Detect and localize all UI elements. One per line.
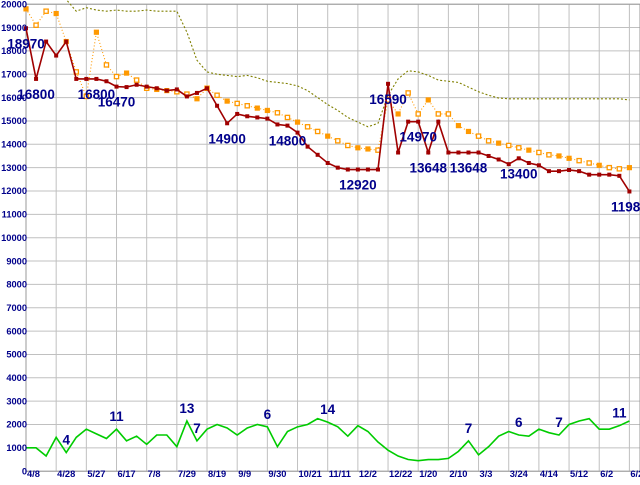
svg-text:12920: 12920 [339, 178, 377, 193]
svg-text:7: 7 [465, 421, 473, 436]
svg-text:12/2: 12/2 [359, 469, 377, 479]
svg-text:7: 7 [555, 415, 563, 430]
svg-text:7/29: 7/29 [178, 469, 196, 479]
svg-text:6000: 6000 [6, 326, 27, 336]
svg-text:20000: 20000 [1, 0, 27, 9]
svg-text:1/20: 1/20 [419, 469, 437, 479]
svg-text:13400: 13400 [500, 166, 538, 181]
svg-text:11000: 11000 [2, 210, 27, 220]
svg-text:17000: 17000 [1, 69, 27, 79]
svg-text:5/27: 5/27 [87, 469, 105, 479]
svg-text:14800: 14800 [269, 134, 307, 149]
svg-text:6/2: 6/2 [600, 469, 613, 479]
svg-text:6: 6 [515, 415, 523, 430]
svg-text:10000: 10000 [1, 233, 27, 243]
svg-text:16800: 16800 [17, 87, 55, 102]
svg-text:1000: 1000 [6, 443, 27, 453]
svg-text:4/28: 4/28 [57, 469, 75, 479]
svg-text:4/8: 4/8 [27, 469, 40, 479]
svg-text:8000: 8000 [6, 280, 27, 290]
svg-text:14900: 14900 [208, 131, 246, 146]
svg-text:3/3: 3/3 [480, 469, 493, 479]
svg-text:14970: 14970 [399, 130, 437, 145]
svg-text:11/11: 11/11 [329, 469, 351, 479]
svg-text:13: 13 [179, 401, 195, 416]
svg-text:16590: 16590 [369, 92, 407, 107]
svg-text:3/24: 3/24 [510, 469, 529, 479]
svg-text:18970: 18970 [7, 36, 45, 51]
svg-text:7000: 7000 [6, 303, 27, 313]
svg-text:4: 4 [62, 433, 70, 448]
svg-text:13000: 13000 [1, 163, 27, 173]
svg-text:7/8: 7/8 [148, 469, 161, 479]
svg-text:14000: 14000 [1, 140, 27, 150]
svg-text:9000: 9000 [6, 256, 27, 266]
svg-text:4000: 4000 [6, 373, 27, 383]
svg-text:15000: 15000 [1, 116, 27, 126]
svg-text:9/30: 9/30 [268, 469, 286, 479]
svg-text:6/23: 6/23 [630, 469, 640, 479]
svg-text:9/9: 9/9 [238, 469, 251, 479]
svg-text:4/14: 4/14 [540, 469, 559, 479]
svg-text:11: 11 [612, 406, 627, 421]
svg-text:19000: 19000 [1, 23, 27, 33]
svg-text:5/12: 5/12 [570, 469, 588, 479]
svg-text:7: 7 [193, 421, 201, 436]
svg-text:11: 11 [109, 409, 124, 424]
svg-text:5000: 5000 [6, 350, 27, 360]
svg-text:2/10: 2/10 [449, 469, 467, 479]
svg-text:12/22: 12/22 [389, 469, 412, 479]
svg-text:6: 6 [264, 407, 272, 422]
svg-text:2000: 2000 [6, 420, 27, 430]
svg-text:6/17: 6/17 [118, 469, 136, 479]
svg-text:13648: 13648 [450, 161, 488, 176]
svg-text:8/19: 8/19 [208, 469, 226, 479]
svg-text:14: 14 [320, 402, 336, 417]
svg-text:16470: 16470 [98, 95, 136, 110]
svg-text:12000: 12000 [1, 186, 27, 196]
svg-text:3000: 3000 [6, 396, 27, 406]
svg-text:13648: 13648 [409, 161, 447, 176]
svg-text:10/21: 10/21 [299, 469, 322, 479]
svg-text:11980: 11980 [611, 199, 640, 214]
